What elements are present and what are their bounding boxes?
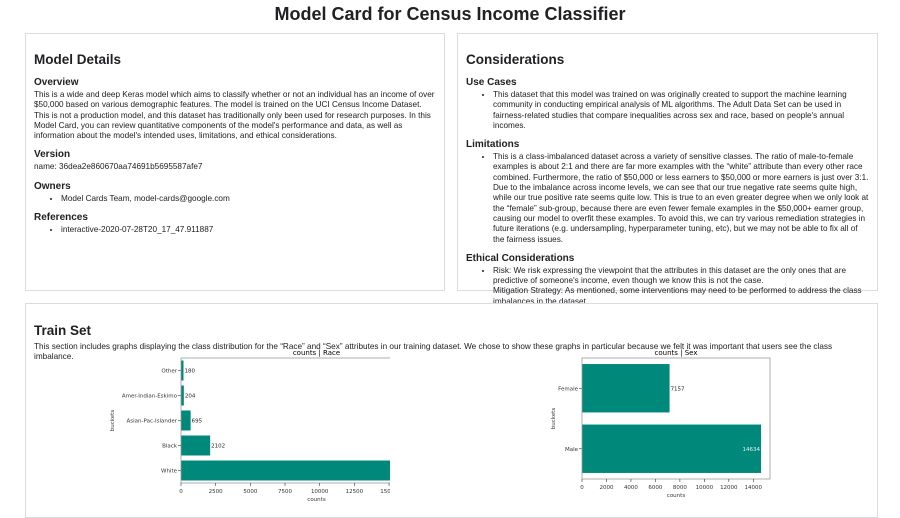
- x-tick-label: 2000: [599, 485, 613, 491]
- owners-heading: Owners: [34, 180, 71, 192]
- x-tick-label: 2500: [209, 489, 223, 495]
- x-tick-label: 0: [580, 485, 584, 491]
- train-set-heading: Train Set: [34, 323, 92, 338]
- y-tick-label: White: [161, 469, 178, 475]
- ethical-mitigation: Mitigation Strategy: As mentioned, some …: [493, 286, 862, 306]
- limitation-item: This is a class-imbalanced dataset acros…: [493, 152, 869, 245]
- version-text: name: 36dea2e860670aa74691b5695587afe7: [34, 162, 203, 172]
- bar-black: [181, 435, 211, 456]
- y-tick-label: Female: [558, 386, 579, 392]
- train-set-description: This section includes graphs displaying …: [34, 342, 833, 362]
- chart-title: counts | Race: [293, 349, 340, 357]
- y-tick-label: Asian-Pac-Islander: [127, 419, 178, 425]
- ethical-risk: Risk: We risk expressing the viewpoint t…: [493, 265, 847, 286]
- data-label: 180: [184, 369, 195, 375]
- x-tick-label: 0: [179, 489, 183, 495]
- ethical-heading: Ethical Considerations: [466, 252, 575, 264]
- bar-other: [181, 360, 184, 381]
- x-tick-label: 10000: [696, 485, 714, 491]
- train-set-card: Train Set This section includes graphs d…: [25, 303, 878, 518]
- x-tick-label: 5000: [243, 489, 257, 495]
- chart-title: counts | Sex: [655, 349, 698, 357]
- x-axis-label: counts: [667, 493, 686, 499]
- reference-item: interactive-2020-07-28T20_17_47.911887: [61, 225, 436, 235]
- y-tick-label: Male: [565, 447, 579, 453]
- bar-asian-pac-islander: [181, 410, 191, 431]
- data-label: 7157: [671, 386, 685, 392]
- overview-heading: Overview: [34, 77, 79, 88]
- use-case-item: This dataset that this model was trained…: [493, 90, 869, 131]
- y-tick-label: Other: [161, 369, 177, 375]
- x-tick-label: 7500: [278, 489, 292, 495]
- data-label: 2102: [211, 444, 225, 450]
- x-tick-label: 10000: [311, 489, 329, 495]
- bar-amer-indian-eskimo: [181, 385, 184, 406]
- overview-text: This is a wide and deep Keras model whic…: [34, 90, 435, 141]
- version-heading: Version: [34, 149, 71, 161]
- x-axis-label: counts: [307, 497, 326, 503]
- y-tick-label: Black: [162, 444, 178, 450]
- sex-chart: counts | Sex Male 14634 Female 7157 0 2000 4000…: [551, 349, 771, 499]
- ethical-item: Risk: We risk expressing the viewpoint t…: [493, 266, 869, 307]
- data-label: 14634: [743, 447, 761, 453]
- bar-white: [181, 460, 390, 481]
- y-axis-label: buckets: [551, 408, 557, 430]
- x-tick-label: 15000: [380, 489, 390, 495]
- model-details-card: Model Details Overview This is a wide an…: [25, 33, 445, 291]
- model-details-heading: Model Details: [34, 52, 122, 67]
- x-tick-label: 12000: [720, 485, 738, 491]
- considerations-heading: Considerations: [466, 52, 565, 67]
- plot-frame: [180, 357, 390, 484]
- x-tick-label: 4000: [624, 485, 638, 491]
- x-tick-label: 14000: [745, 485, 763, 491]
- references-heading: References: [34, 212, 88, 224]
- use-cases-heading: Use Cases: [466, 77, 517, 88]
- page-title: Model Card for Census Income Classifier: [274, 4, 626, 24]
- bar-female: [582, 364, 670, 413]
- x-tick-label: 12500: [346, 489, 364, 495]
- x-tick-label: 8000: [673, 485, 687, 491]
- x-tick-label: 6000: [648, 485, 662, 491]
- bar-male: [582, 424, 762, 473]
- y-axis-label: buckets: [110, 410, 116, 432]
- plot-frame: [581, 357, 771, 480]
- limitations-heading: Limitations: [466, 139, 520, 151]
- race-chart: counts | RaceWhite18610Black2102Asian-Pa…: [110, 349, 390, 503]
- owner-item: Model Cards Team, model-cards@google.com: [61, 194, 436, 204]
- data-label: 695: [192, 419, 203, 425]
- data-label: 204: [185, 394, 196, 400]
- considerations-card: Considerations Use Cases This dataset th…: [457, 33, 878, 306]
- y-tick-label: Amer-Indian-Eskimo: [122, 394, 178, 400]
